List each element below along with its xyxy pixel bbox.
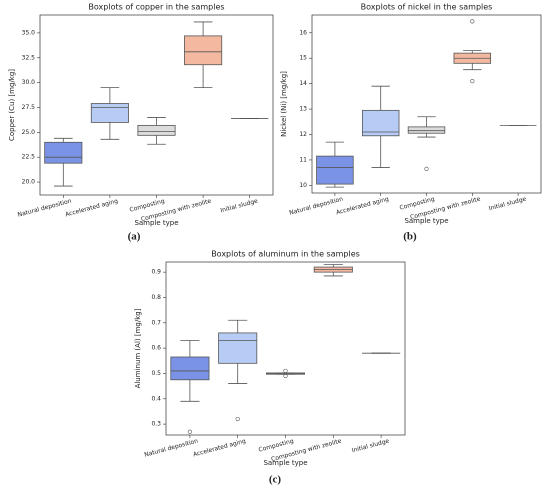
box: [361, 109, 400, 137]
y-tick-label: 16: [299, 29, 307, 36]
x-axis-label: Sample type: [134, 219, 178, 227]
x-tick-label: Accelerated aging: [65, 198, 119, 219]
plot-frame: [165, 261, 406, 436]
x-tick-label: Initial sludge: [351, 438, 390, 455]
outlier: [283, 373, 288, 379]
box: [90, 103, 129, 123]
outlier: [283, 368, 288, 374]
y-tick-label: 25.0: [22, 129, 36, 136]
outlier: [235, 416, 240, 422]
y-tick-label: 20.0: [22, 179, 36, 186]
y-tick-label: 11: [299, 156, 307, 163]
y-tick-label: 0.4: [151, 395, 161, 402]
box: [316, 155, 354, 185]
box: [407, 126, 446, 134]
chart: Boxplots of nickel in the samples 10 11 12 1…: [280, 3, 542, 243]
chart: Boxplots of copper in the samples 20.0 22.…: [8, 3, 274, 243]
box: [218, 332, 258, 364]
y-tick-label: 27.5: [22, 104, 36, 111]
y-tick-label: 14: [299, 80, 307, 87]
y-axis-label: Copper (Cu) [mg/kg]: [8, 69, 16, 141]
x-tick-label: Natural deposition: [17, 198, 72, 219]
chart-title: Boxplots of aluminum in the samples: [211, 250, 360, 259]
y-tick-label: 30.0: [22, 79, 36, 86]
x-tick-label: Initial sludge: [488, 196, 527, 213]
box: [44, 141, 83, 164]
outlier: [187, 429, 192, 434]
outlier: [424, 166, 429, 171]
y-tick-label: 32.5: [22, 54, 36, 61]
panel-label: (c): [269, 474, 282, 486]
y-tick-label: 13: [299, 106, 307, 113]
chart: Boxplots of aluminum in the samples 0.3 0.…: [134, 250, 406, 486]
x-tick-label: Initial sludge: [220, 198, 259, 215]
y-tick-label: 22.5: [22, 154, 36, 161]
y-tick-label: 10: [299, 182, 307, 189]
box: [170, 356, 210, 381]
box: [137, 124, 176, 136]
x-axis-label: Sample type: [404, 217, 448, 225]
chart-title: Boxplots of nickel in the samples: [361, 3, 493, 12]
box: [184, 35, 223, 66]
y-tick-label: 0.8: [151, 294, 161, 301]
y-tick-label: 0.3: [151, 421, 161, 428]
panel-label: (a): [128, 231, 141, 243]
plot-frame: [39, 14, 274, 196]
chart-title: Boxplots of copper in the samples: [88, 3, 224, 12]
outlier: [470, 19, 475, 24]
y-tick-label: 0.6: [151, 345, 161, 352]
y-tick-label: 0.5: [151, 370, 161, 377]
x-axis-label: Sample type: [263, 459, 307, 467]
y-tick-label: 12: [299, 131, 307, 138]
y-tick-label: 0.9: [151, 269, 161, 276]
x-tick-label: Accelerated aging: [335, 196, 389, 217]
x-tick-label: Natural deposition: [144, 438, 199, 459]
y-tick-label: 0.7: [151, 319, 161, 326]
y-tick-label: 35.0: [22, 29, 36, 36]
outlier: [470, 79, 475, 84]
x-tick-label: Accelerated aging: [192, 438, 246, 459]
panel-label: (b): [403, 231, 417, 243]
y-axis-label: Nickel (Ni) [mg/kg]: [280, 71, 288, 137]
y-tick-label: 15: [299, 55, 307, 62]
y-axis-label: Aluminum (Al) [mg/kg]: [134, 308, 142, 388]
